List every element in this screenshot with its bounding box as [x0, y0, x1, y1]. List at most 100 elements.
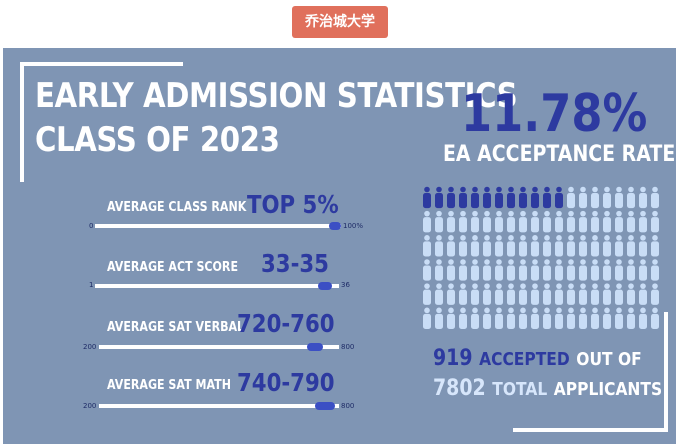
stat-max-sat-math: 800 — [341, 402, 355, 410]
person-icon — [447, 259, 455, 281]
person-icon — [579, 235, 587, 257]
acceptance-rate-label: EA ACCEPTANCE RATE — [443, 142, 676, 167]
person-icon — [567, 235, 575, 257]
stat-label-sat-verbal: AVERAGE SAT VERBAL — [107, 320, 245, 335]
stat-max-class-rank: 100% — [343, 222, 364, 230]
person-icon — [579, 283, 587, 305]
applicant-icon-grid — [423, 186, 659, 329]
person-icon — [603, 259, 611, 281]
person-icon — [543, 283, 551, 305]
stat-max-sat-verbal: 800 — [341, 343, 355, 351]
person-icon — [639, 307, 647, 329]
person-icon — [471, 186, 479, 209]
person-icon — [483, 186, 491, 209]
person-icon — [603, 283, 611, 305]
person-icon — [447, 235, 455, 257]
total-count: 7802 — [433, 376, 486, 401]
person-icon — [471, 283, 479, 305]
person-icon — [603, 307, 611, 329]
person-icon — [591, 259, 599, 281]
person-icon — [591, 283, 599, 305]
person-icon — [615, 259, 623, 281]
person-icon — [555, 283, 563, 305]
person-icon — [519, 235, 527, 257]
person-icon — [567, 283, 575, 305]
stat-label-sat-math: AVERAGE SAT MATH — [107, 378, 231, 393]
accepted-summary: 919 ACCEPTED OUT OF — [433, 346, 642, 371]
stat-min-class-rank: 0 — [89, 222, 94, 230]
person-icon — [639, 283, 647, 305]
total-summary: 7802 TOTAL APPLICANTS — [433, 376, 662, 401]
person-icon — [543, 186, 551, 209]
person-icon — [567, 259, 575, 281]
person-icon — [639, 210, 647, 233]
person-icon — [423, 259, 431, 281]
person-icon — [615, 283, 623, 305]
stat-min-sat-verbal: 200 — [83, 343, 97, 351]
person-icon — [495, 186, 503, 209]
person-icon — [627, 235, 635, 257]
person-icon — [567, 186, 575, 209]
person-icon — [627, 259, 635, 281]
person-icon — [651, 235, 659, 257]
frame-corner-bottom-right — [513, 428, 668, 432]
person-icon — [519, 259, 527, 281]
person-icon — [447, 307, 455, 329]
person-icon — [603, 186, 611, 209]
university-badge: 乔治城大学 — [292, 6, 388, 38]
person-icon — [615, 307, 623, 329]
frame-corner-top-left — [20, 62, 183, 66]
person-icon — [423, 210, 431, 233]
person-icon — [459, 259, 467, 281]
person-icon — [483, 235, 491, 257]
person-icon — [495, 235, 503, 257]
person-icon — [555, 235, 563, 257]
person-icon — [483, 210, 491, 233]
title-line-2: CLASS OF 2023 — [35, 120, 280, 160]
person-icon — [591, 210, 599, 233]
applicants-word: APPLICANTS — [553, 379, 663, 400]
accepted-word: ACCEPTED — [479, 349, 570, 370]
stat-bar-sat-math — [99, 402, 339, 410]
person-icon — [591, 307, 599, 329]
person-icon — [651, 307, 659, 329]
frame-corner-bottom-right-vertical — [664, 312, 668, 432]
person-icon — [459, 235, 467, 257]
person-icon — [531, 235, 539, 257]
person-icon — [639, 186, 647, 209]
person-icon — [423, 235, 431, 257]
person-icon — [483, 259, 491, 281]
person-icon — [507, 307, 515, 329]
person-icon — [483, 307, 491, 329]
person-icon — [579, 210, 587, 233]
person-icon — [495, 210, 503, 233]
stat-min-act: 1 — [89, 281, 94, 289]
person-icon — [543, 235, 551, 257]
person-icon — [543, 307, 551, 329]
person-icon — [435, 283, 443, 305]
person-icon — [615, 235, 623, 257]
stat-label-act: AVERAGE ACT SCORE — [107, 260, 238, 275]
person-icon — [459, 186, 467, 209]
person-icon — [531, 283, 539, 305]
person-icon — [603, 210, 611, 233]
person-icon — [519, 283, 527, 305]
person-icon — [495, 283, 503, 305]
stat-bar-sat-verbal — [99, 343, 339, 351]
person-icon — [555, 186, 563, 209]
stat-bar-fill-sat-verbal — [307, 343, 323, 351]
person-icon — [627, 210, 635, 233]
stat-bar-act — [95, 282, 339, 290]
person-icon — [435, 210, 443, 233]
person-icon — [627, 307, 635, 329]
frame-corner-top-left-vertical — [20, 62, 24, 182]
person-icon — [447, 210, 455, 233]
person-icon — [507, 259, 515, 281]
acceptance-rate-value: 11.78% — [461, 84, 648, 144]
stat-bar-fill-act — [318, 282, 332, 290]
person-icon — [471, 210, 479, 233]
person-icon — [471, 307, 479, 329]
person-icon — [555, 259, 563, 281]
person-icon — [435, 259, 443, 281]
person-icon — [639, 235, 647, 257]
